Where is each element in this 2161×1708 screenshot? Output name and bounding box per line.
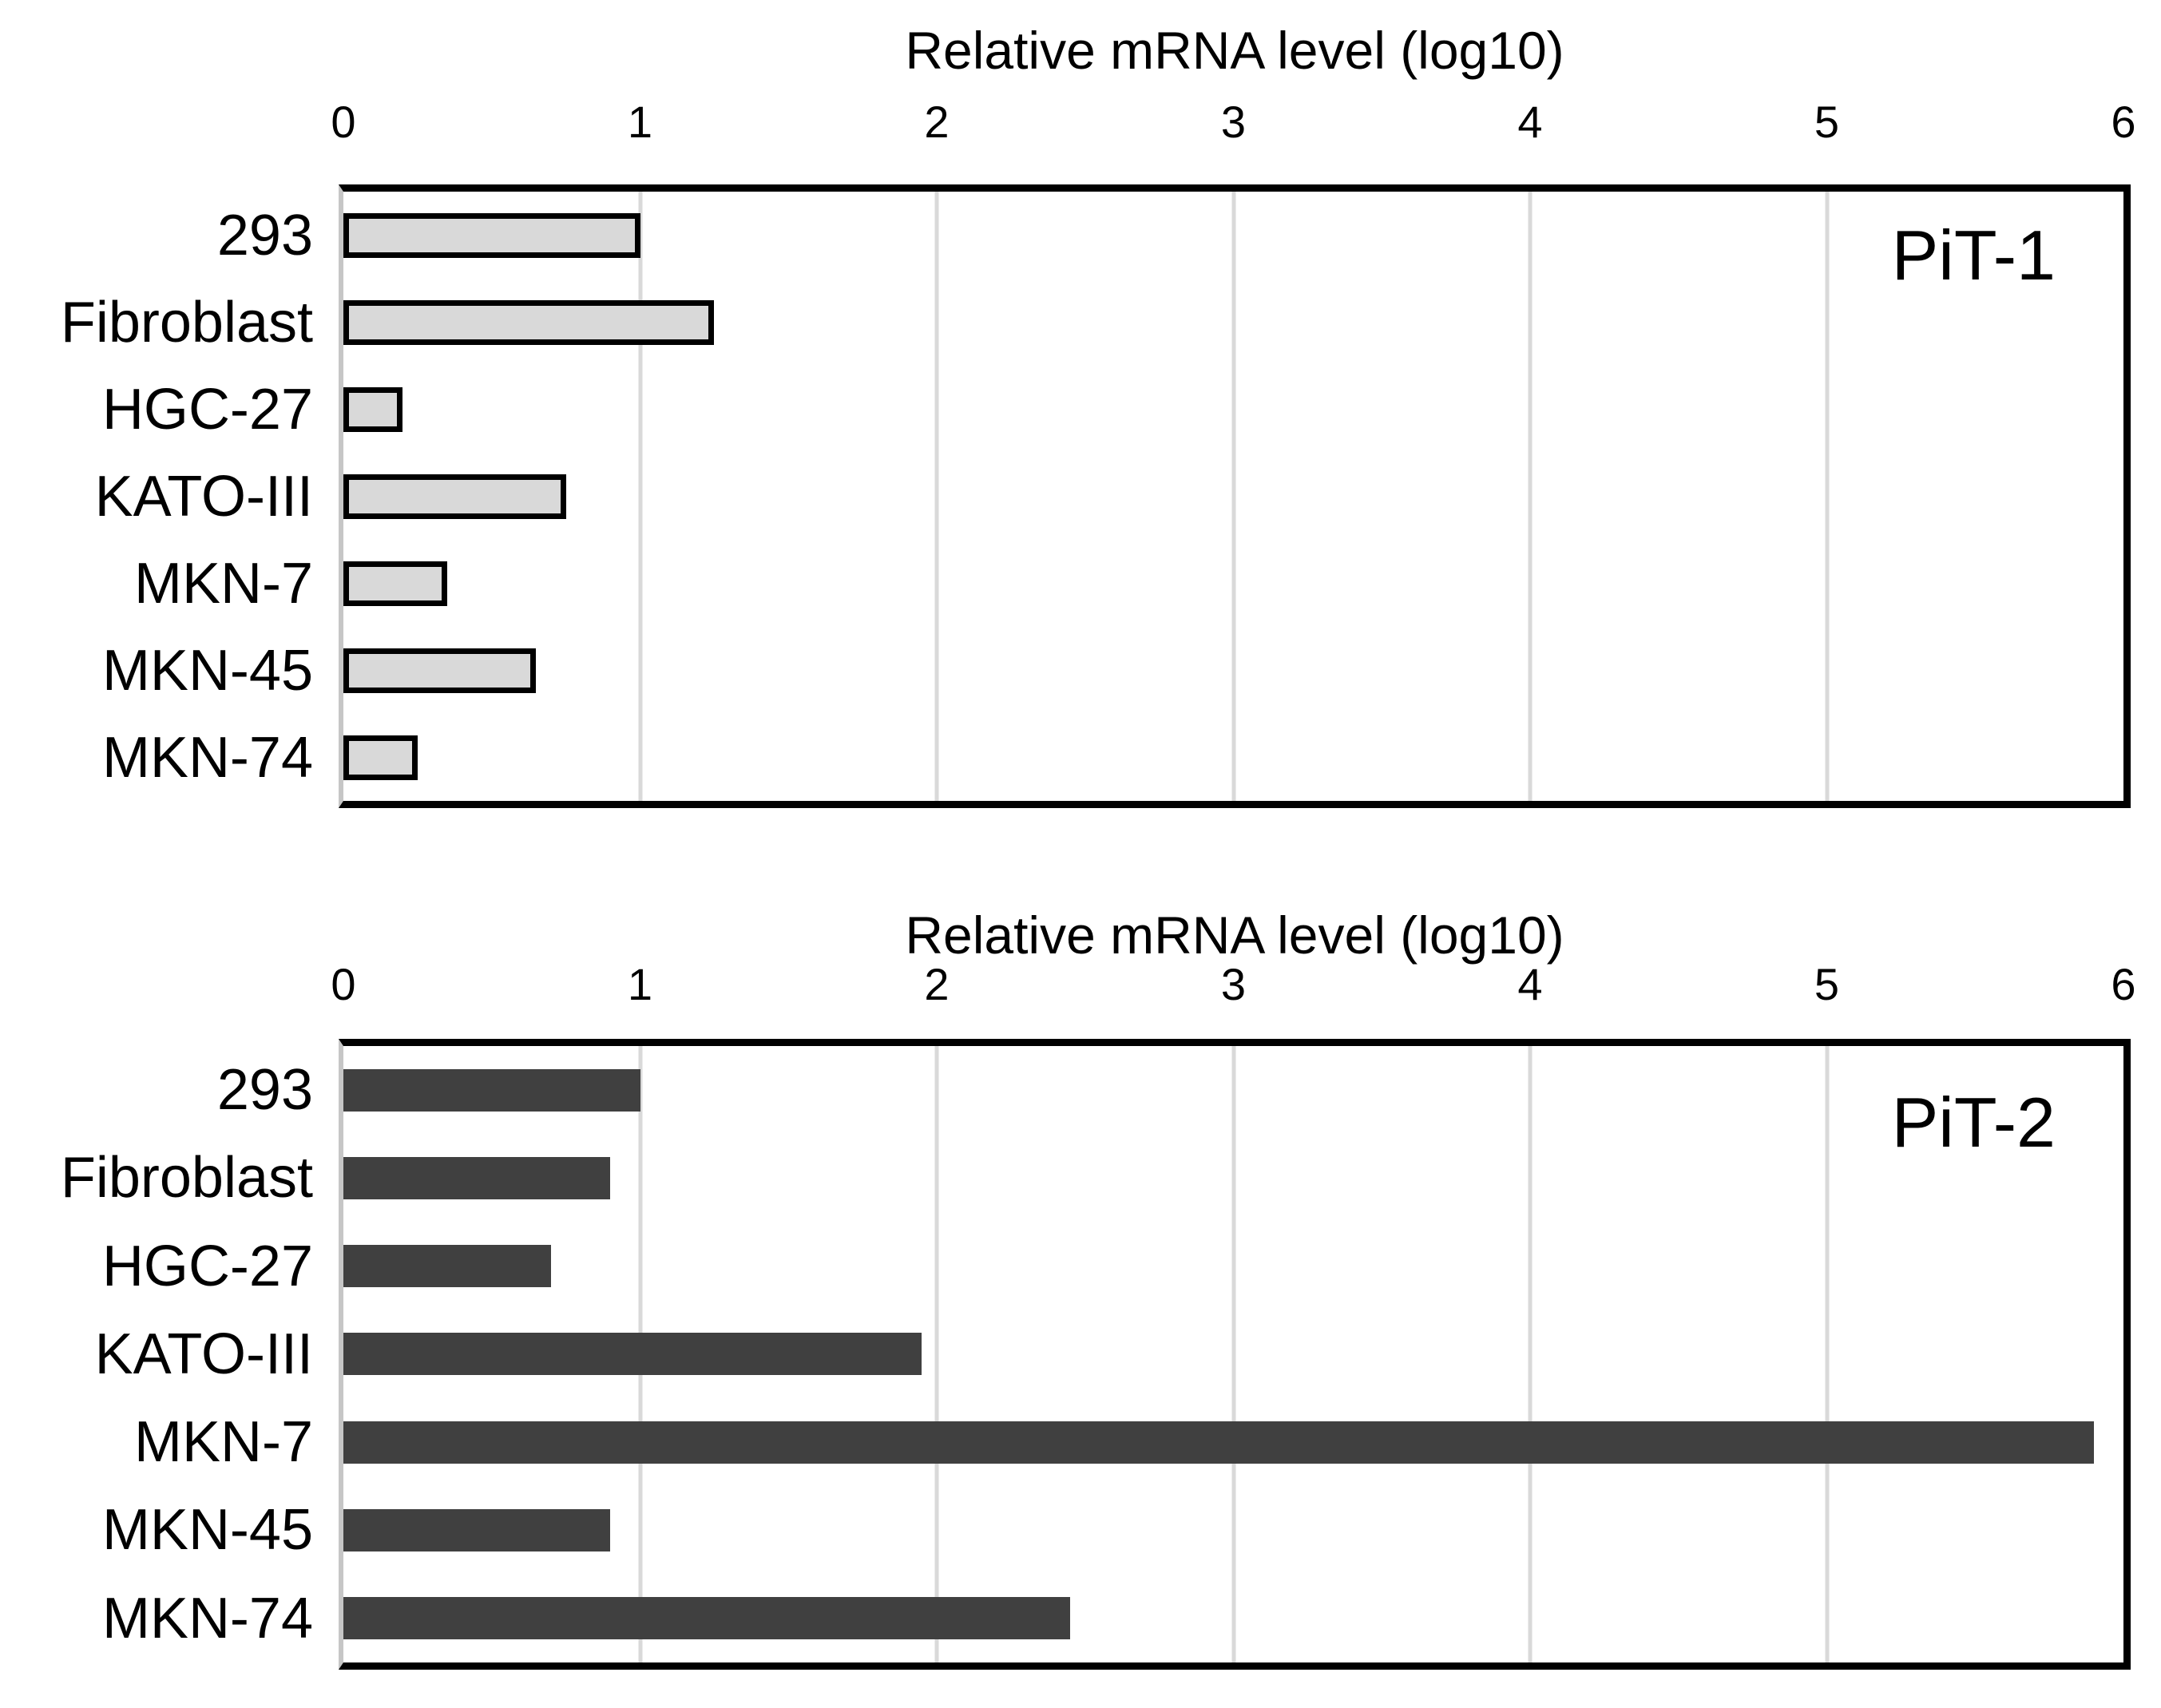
chart-title: Relative mRNA level (log10) [905, 21, 1564, 80]
category-label-kato-iii: KATO-III [94, 1322, 313, 1386]
category-label-mkn-74: MKN-74 [101, 1586, 313, 1651]
x-tick-label-3: 3 [1220, 959, 1247, 1009]
bar-row-hgc-27 [343, 1223, 2123, 1310]
category-row-293: 293 [0, 1046, 313, 1134]
gridline-4 [1528, 1046, 1533, 1662]
chart-title: Relative mRNA level (log10) [905, 906, 1564, 965]
bar-series [343, 1046, 2123, 1662]
plot-area: PiT-2 [339, 1039, 2131, 1670]
category-label-293: 293 [216, 203, 313, 267]
x-tick-label-1: 1 [627, 959, 653, 1009]
category-row-293: 293 [0, 192, 313, 279]
bar-row-mkn-45 [343, 1486, 2123, 1574]
category-row-hgc-27: HGC-27 [0, 1223, 313, 1310]
gridline-4 [1528, 192, 1533, 801]
x-tick-label-2: 2 [924, 97, 950, 147]
bar-row-fibroblast [343, 279, 2123, 366]
bar-row-mkn-7 [343, 540, 2123, 627]
x-tick-label-5: 5 [1814, 97, 1840, 147]
x-tick-label-6: 6 [2111, 97, 2136, 147]
x-tick-label-5: 5 [1814, 959, 1840, 1009]
category-row-fibroblast: Fibroblast [0, 1134, 313, 1222]
category-label-hgc-27: HGC-27 [101, 1234, 313, 1298]
category-row-mkn-45: MKN-45 [0, 1486, 313, 1574]
panel-label: PiT-2 [1891, 1083, 2056, 1162]
x-axis-tick-row: 0 1 2 3 4 5 6 [331, 959, 2135, 1009]
bar-293 [343, 212, 640, 258]
category-label-fibroblast: Fibroblast [60, 1146, 313, 1211]
x-tick-label-0: 0 [331, 97, 356, 147]
bar-row-hgc-27 [343, 366, 2123, 453]
panel-label: PiT-1 [1891, 216, 2056, 295]
category-label-mkn-45: MKN-45 [101, 1498, 313, 1563]
bar-kato-iii [343, 1333, 922, 1376]
category-label-mkn-45: MKN-45 [101, 638, 313, 703]
gridline-1 [638, 192, 642, 801]
gridline-2 [934, 192, 939, 801]
x-tick-label-6: 6 [2111, 959, 2136, 1009]
bar-hgc-27 [343, 1245, 552, 1288]
bar-series [343, 192, 2123, 801]
bar-row-kato-iii [343, 453, 2123, 540]
category-row-mkn-7: MKN-7 [0, 1398, 313, 1486]
gridline-2 [934, 1046, 939, 1662]
bar-mkn-7 [343, 561, 448, 606]
category-axis-labels: 293 Fibroblast HGC-27 KATO-III MKN-7 MKN-45 MK… [0, 1046, 313, 1662]
gridline-3 [1231, 1046, 1235, 1662]
bar-mkn-7 [343, 1421, 2094, 1464]
bar-row-mkn-74 [343, 714, 2123, 801]
bar-293 [343, 1068, 640, 1112]
bar-fibroblast [343, 299, 715, 345]
category-row-fibroblast: Fibroblast [0, 279, 313, 366]
bar-row-293 [343, 192, 2123, 279]
category-row-hgc-27: HGC-27 [0, 366, 313, 453]
category-row-mkn-74: MKN-74 [0, 714, 313, 801]
category-row-mkn-74: MKN-74 [0, 1575, 313, 1662]
bar-mkn-45 [343, 1508, 611, 1551]
category-row-kato-iii: KATO-III [0, 453, 313, 540]
x-tick-label-4: 4 [1517, 959, 1543, 1009]
bar-row-mkn-74 [343, 1575, 2123, 1662]
category-label-mkn-7: MKN-7 [133, 551, 313, 616]
gridline-5 [1825, 1046, 1829, 1662]
bar-row-fibroblast [343, 1134, 2123, 1222]
x-tick-label-4: 4 [1517, 97, 1543, 147]
bar-mkn-74 [343, 1597, 1071, 1640]
category-label-mkn-7: MKN-7 [133, 1410, 313, 1475]
bar-row-mkn-45 [343, 627, 2123, 714]
category-label-mkn-74: MKN-74 [101, 725, 313, 790]
category-label-kato-iii: KATO-III [94, 464, 313, 529]
plot-area: PiT-1 [339, 184, 2131, 808]
gridline-5 [1825, 192, 1829, 801]
bar-hgc-27 [343, 386, 403, 432]
bar-mkn-74 [343, 735, 418, 780]
x-tick-label-0: 0 [331, 959, 356, 1009]
category-row-mkn-7: MKN-7 [0, 540, 313, 627]
bar-mkn-45 [343, 648, 537, 693]
category-label-293: 293 [216, 1058, 313, 1123]
category-axis-labels: 293 Fibroblast HGC-27 KATO-III MKN-7 MKN-45 MK… [0, 192, 313, 801]
bar-row-293 [343, 1046, 2123, 1134]
gridline-3 [1231, 192, 1235, 801]
gridlines [343, 192, 2123, 801]
category-row-mkn-45: MKN-45 [0, 627, 313, 714]
x-tick-label-1: 1 [627, 97, 653, 147]
bar-kato-iii [343, 474, 566, 519]
category-label-hgc-27: HGC-27 [101, 377, 313, 442]
bar-row-kato-iii [343, 1310, 2123, 1398]
bar-fibroblast [343, 1156, 611, 1199]
category-label-fibroblast: Fibroblast [60, 290, 313, 355]
x-tick-label-2: 2 [924, 959, 950, 1009]
x-axis-tick-row: 0 1 2 3 4 5 6 [331, 97, 2135, 147]
bar-row-mkn-7 [343, 1398, 2123, 1486]
category-row-kato-iii: KATO-III [0, 1310, 313, 1398]
x-tick-label-3: 3 [1220, 97, 1247, 147]
